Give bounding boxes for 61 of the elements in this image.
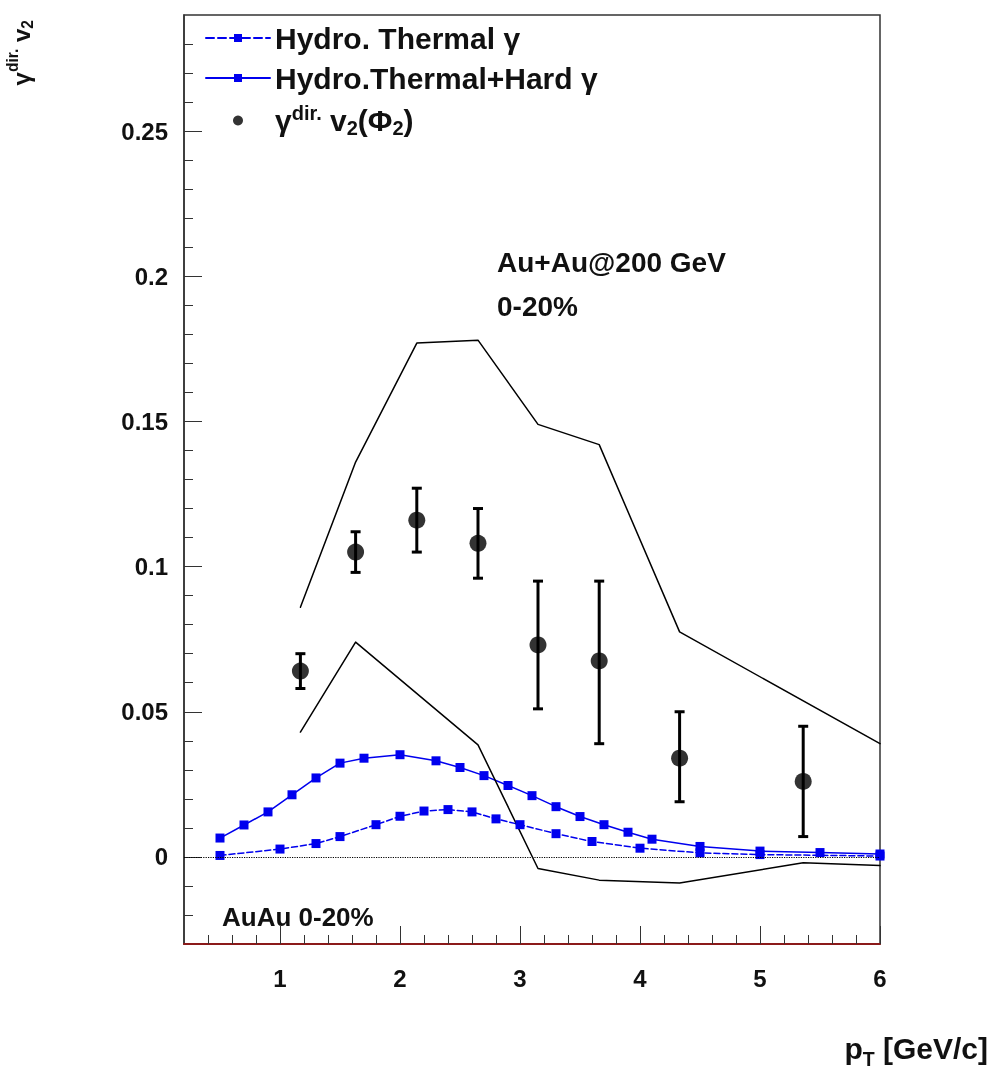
y-tick-label: 0.1: [134, 553, 168, 581]
point: [291, 662, 309, 680]
line-series: [299, 339, 881, 745]
point: [408, 511, 426, 529]
point: [527, 791, 537, 801]
y-tick-label: 0.2: [134, 262, 168, 290]
point: [371, 820, 381, 830]
point: [671, 749, 689, 767]
point: [215, 850, 225, 860]
annotation: Au+Au@200 GeV 0-20%: [497, 246, 727, 322]
point: [431, 756, 441, 766]
x-axis-title: p$_{T}$ [GeV/c]: [844, 1032, 988, 1071]
y-tick-label: 0.25: [121, 117, 168, 145]
point: [599, 820, 609, 830]
point: [695, 841, 705, 851]
point: [395, 750, 405, 760]
point: [455, 762, 465, 772]
point: [590, 652, 608, 670]
legend-label: Hydro.Thermal+Hard γ: [275, 61, 598, 95]
point: [419, 806, 429, 816]
y-tick-label: 0: [154, 843, 168, 871]
point: [469, 534, 487, 552]
point: [443, 805, 453, 815]
point: [794, 772, 812, 790]
y-tick-label: 0.15: [121, 407, 168, 435]
point: [551, 802, 561, 812]
point: [335, 832, 345, 842]
point: [575, 812, 585, 822]
point: [395, 811, 405, 821]
point: [215, 833, 225, 843]
point: [647, 834, 657, 844]
point: [515, 820, 525, 830]
point: [491, 814, 501, 824]
point: [275, 844, 285, 854]
annotation: AuAu 0-20%: [222, 902, 374, 932]
x-tick-label: 3: [513, 964, 527, 992]
point: [311, 773, 321, 783]
x-tick-label: 4: [633, 964, 648, 992]
x-tick-label: 6: [873, 964, 887, 992]
point: [335, 758, 345, 768]
legend-label: Hydro. Thermal γ: [275, 21, 521, 55]
x-tick-label: 5: [753, 964, 767, 992]
x-tick-label: 2: [393, 964, 407, 992]
point: [623, 827, 633, 837]
point: [311, 839, 321, 849]
x-tick-label: 1: [273, 964, 287, 992]
point: [479, 771, 489, 781]
point: [529, 636, 547, 654]
point: [587, 837, 597, 847]
point: [815, 848, 825, 858]
point: [635, 843, 645, 853]
point: [347, 543, 365, 561]
y-tick-label: 0.05: [121, 698, 168, 726]
point: [287, 790, 297, 800]
point: [263, 807, 273, 817]
point: [503, 780, 513, 790]
point: [755, 846, 765, 856]
point: [239, 820, 249, 830]
point: [551, 829, 561, 839]
point: [467, 807, 477, 817]
point: [359, 753, 369, 763]
